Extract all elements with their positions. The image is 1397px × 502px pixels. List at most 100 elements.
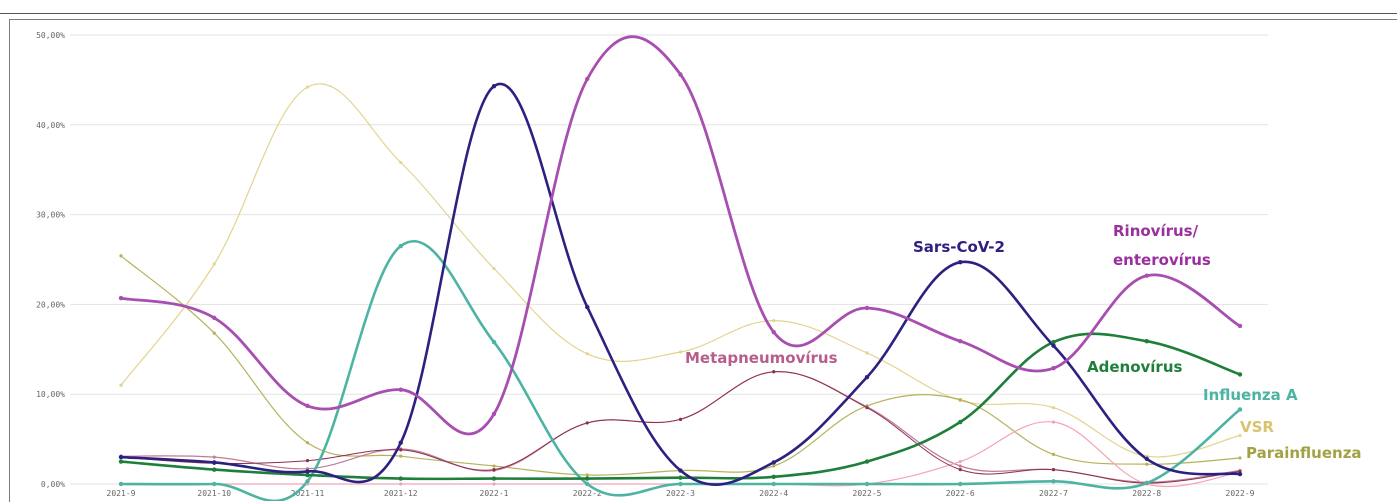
parainfluenza-point bbox=[1238, 456, 1242, 460]
influenza-a-line bbox=[119, 239, 1242, 501]
vsr-point bbox=[678, 350, 683, 354]
parainfluenza-line bbox=[120, 255, 1241, 476]
adenov-rus-point bbox=[1144, 339, 1149, 344]
y-tick-label: 0,00% bbox=[41, 480, 65, 489]
x-tick-label: 2022-7 bbox=[1039, 489, 1068, 498]
vsr-point bbox=[585, 352, 589, 356]
x-tick-label: 2021-11 bbox=[291, 489, 325, 498]
rinov-rus-enterov-rus-point bbox=[864, 305, 870, 311]
series-points bbox=[118, 72, 1243, 487]
influenza-a-point bbox=[585, 481, 590, 487]
sars-cov-2-line bbox=[119, 82, 1242, 486]
series-4-point bbox=[305, 459, 310, 463]
top-rule bbox=[0, 13, 1397, 14]
rinov-rus-enterov-rus-point bbox=[491, 411, 497, 417]
influenza-a-point bbox=[1051, 479, 1056, 484]
series-annotation: Adenovírus bbox=[1087, 358, 1182, 376]
parainfluenza-point bbox=[1051, 452, 1056, 456]
series-4-point bbox=[585, 421, 589, 425]
rinov-rus-enterov-rus-point bbox=[398, 387, 403, 392]
y-tick-label: 40,00% bbox=[36, 121, 65, 130]
adenov-rus-point bbox=[771, 474, 776, 480]
x-tick-label: 2022-9 bbox=[1226, 489, 1255, 498]
x-tick-label: 2022-4 bbox=[759, 489, 788, 498]
sars-cov-2-point bbox=[585, 304, 590, 310]
metapneumov-rus-point bbox=[212, 455, 216, 459]
series-annotation: Rinovírus/ bbox=[1113, 222, 1199, 240]
series-annotation: Parainfluenza bbox=[1246, 444, 1362, 462]
influenza-a-point bbox=[958, 481, 963, 487]
vsr-point bbox=[119, 383, 123, 387]
series-annotation: Sars-CoV-2 bbox=[913, 238, 1005, 256]
parainfluenza-point bbox=[958, 397, 962, 402]
parainfluenza-point bbox=[119, 254, 123, 258]
rinov-rus-enterov-rus-point bbox=[585, 76, 590, 82]
series-3-point bbox=[1051, 420, 1056, 424]
vsr-point bbox=[772, 318, 776, 323]
series-lines bbox=[119, 35, 1242, 501]
adenov-rus-point bbox=[212, 467, 217, 472]
x-tick-label: 2021-9 bbox=[107, 489, 136, 498]
influenza-a-point bbox=[305, 479, 310, 484]
y-tick-label: 30,00% bbox=[36, 211, 65, 220]
series-annotation: Metapneumovírus bbox=[685, 349, 838, 367]
rinov-rus-enterov-rus-line bbox=[119, 35, 1242, 436]
parainfluenza-point bbox=[399, 454, 403, 458]
rinov-rus-enterov-rus-point bbox=[1144, 273, 1149, 278]
rinov-rus-enterov-rus-point bbox=[958, 339, 963, 344]
series-4-point bbox=[1051, 468, 1056, 472]
adenov-rus-point bbox=[491, 476, 497, 481]
vsr-line bbox=[120, 83, 1241, 458]
influenza-a-point bbox=[678, 481, 683, 487]
vsr-point bbox=[865, 351, 869, 355]
sars-cov-2-point bbox=[305, 469, 310, 474]
series-labels: Rinovírus/enterovírus Sars-CoV-2 Metapneum… bbox=[685, 222, 1362, 462]
y-tick-label: 20,00% bbox=[36, 300, 65, 309]
x-tick-label: 2022-3 bbox=[666, 489, 695, 498]
series-annotation: VSR bbox=[1240, 418, 1274, 436]
adenov-rus-point bbox=[1051, 339, 1056, 345]
parainfluenza-point bbox=[305, 441, 310, 445]
series-4-point bbox=[865, 406, 869, 410]
sars-cov-2-point bbox=[1237, 471, 1243, 477]
influenza-a-point bbox=[864, 481, 870, 487]
parainfluenza-point bbox=[1145, 462, 1149, 466]
sars-cov-2-point bbox=[118, 454, 124, 460]
influenza-a-point bbox=[398, 243, 403, 249]
rinov-rus-enterov-rus-point bbox=[118, 295, 124, 301]
influenza-a-point bbox=[491, 339, 497, 345]
y-axis-ticks: 0,00% 10,00% 20,00% 30,00% 40,00% 50,00% bbox=[36, 31, 65, 489]
sars-cov-2-point bbox=[1144, 456, 1149, 462]
y-tick-label: 10,00% bbox=[36, 390, 65, 399]
x-tick-label: 2022-2 bbox=[573, 489, 602, 498]
series-4-point bbox=[492, 468, 496, 472]
sars-cov-2-point bbox=[771, 460, 776, 465]
x-tick-label: 2022-5 bbox=[853, 489, 882, 498]
series-4-point bbox=[678, 417, 683, 421]
sars-cov-2-point bbox=[678, 468, 683, 473]
gridlines bbox=[70, 34, 1268, 485]
vsr-point bbox=[1238, 433, 1242, 438]
series-3-point bbox=[492, 482, 496, 486]
vsr-point bbox=[212, 262, 216, 266]
series-4-point bbox=[958, 468, 962, 472]
rinov-rus-enterov-rus-point bbox=[678, 72, 683, 77]
adenov-rus-point bbox=[864, 459, 870, 464]
x-tick-label: 2021-12 bbox=[384, 489, 418, 498]
metapneumov-rus-point bbox=[958, 464, 962, 468]
rinov-rus-enterov-rus-point bbox=[212, 315, 217, 321]
sars-cov-2-point bbox=[958, 259, 963, 265]
x-tick-label: 2022-8 bbox=[1132, 489, 1161, 498]
rinov-rus-enterov-rus-point bbox=[1237, 323, 1243, 329]
adenov-rus-point bbox=[585, 476, 590, 481]
adenov-rus-point bbox=[678, 475, 683, 480]
parainfluenza-point bbox=[212, 331, 216, 335]
influenza-a-point bbox=[1237, 407, 1243, 412]
vsr-point bbox=[1051, 406, 1056, 410]
influenza-a-point bbox=[1144, 480, 1149, 486]
parainfluenza-point bbox=[585, 473, 589, 477]
adenov-rus-point bbox=[305, 472, 310, 478]
adenov-rus-point bbox=[398, 476, 403, 481]
